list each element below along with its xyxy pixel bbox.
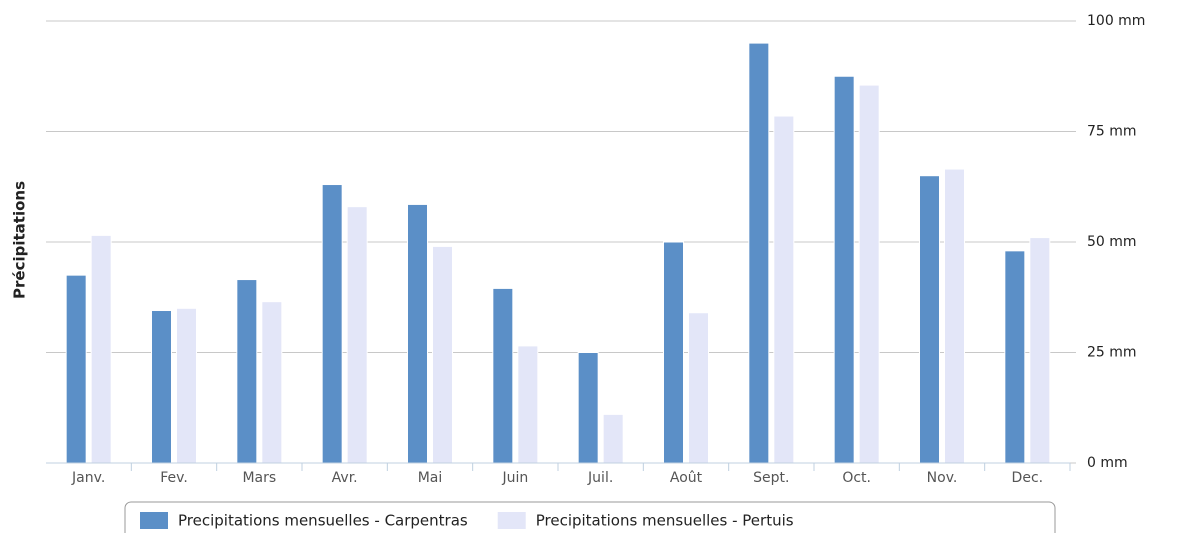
y-tick-label: 25 mm (1087, 345, 1137, 361)
y-tick-label: 0 mm (1087, 455, 1128, 471)
x-tick-label: Mars (242, 470, 276, 486)
bar (492, 287, 514, 464)
legend-swatch (497, 512, 526, 529)
bar (1029, 237, 1051, 464)
y-tick-label: 50 mm (1087, 234, 1137, 250)
bar (577, 352, 599, 464)
bar (748, 42, 770, 464)
bar (261, 301, 283, 464)
bar (321, 184, 343, 464)
bar (944, 168, 965, 464)
bar (773, 115, 795, 464)
x-tick-label: Dec. (1012, 470, 1044, 486)
x-tick-label: Août (670, 470, 703, 486)
x-tick-label: Fev. (160, 470, 188, 486)
bar (602, 413, 624, 464)
bar (176, 307, 197, 464)
bar (346, 206, 368, 464)
x-tick-label: Avr. (332, 470, 358, 486)
bar (236, 279, 258, 464)
x-tick-label: Oct. (842, 470, 871, 486)
bar (432, 245, 453, 464)
bar (919, 175, 940, 464)
bar (65, 274, 87, 464)
x-tick-label: Nov. (927, 470, 958, 486)
y-tick-label: 75 mm (1087, 124, 1137, 140)
bar (858, 84, 880, 464)
bar (833, 75, 855, 464)
bar (663, 241, 684, 464)
bar (407, 203, 428, 464)
x-tick-label: Juin (501, 470, 528, 486)
bar (90, 234, 112, 464)
bar (151, 310, 172, 464)
y-axis-title: Précipitations (11, 181, 29, 299)
x-tick-label: Mai (418, 470, 443, 486)
legend-label: Precipitations mensuelles - Carpentras (178, 512, 468, 530)
y-tick-label: 100 mm (1087, 13, 1145, 29)
x-tick-label: Sept. (753, 470, 789, 486)
x-tick-label: Janv. (71, 470, 105, 486)
legend-swatch (140, 512, 168, 529)
bar (688, 312, 709, 464)
legend-label: Precipitations mensuelles - Pertuis (536, 512, 794, 530)
x-tick-label: Juil. (587, 470, 613, 486)
legend-box (124, 501, 1056, 533)
bar (517, 345, 539, 464)
bar (1004, 250, 1026, 464)
